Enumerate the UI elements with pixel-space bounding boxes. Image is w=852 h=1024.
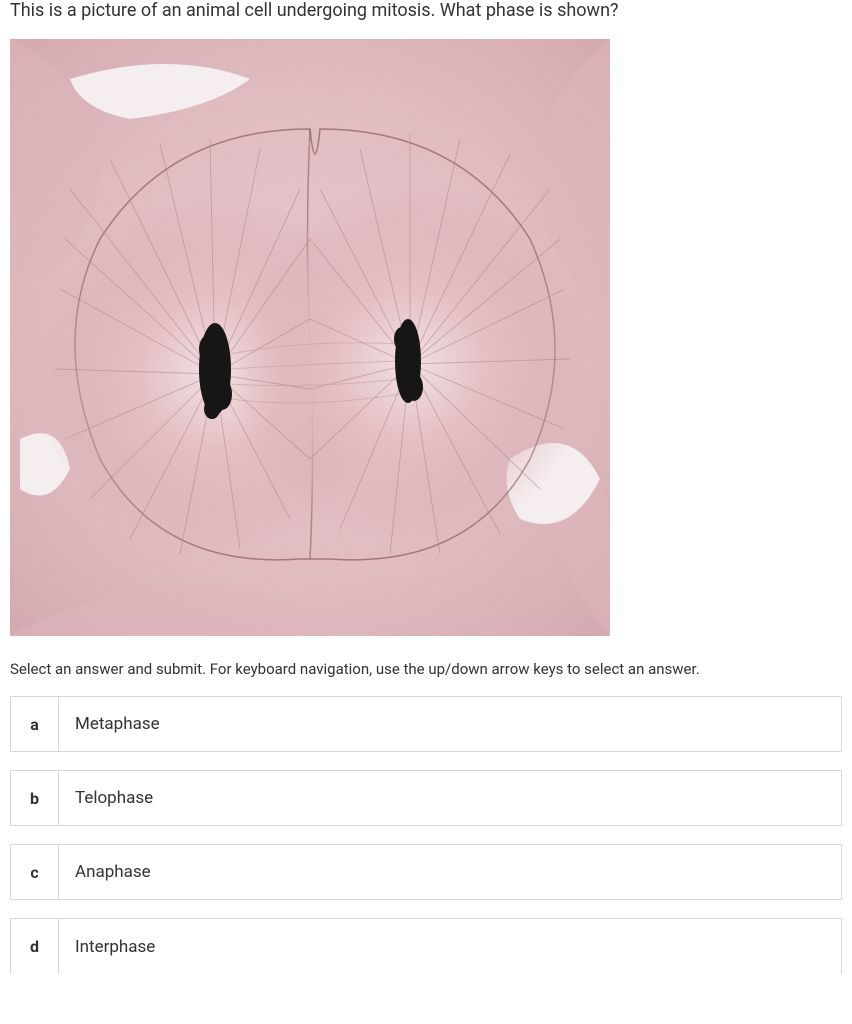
option-letter: b xyxy=(11,771,59,825)
option-b[interactable]: b Telophase xyxy=(10,770,842,826)
question-prompt: This is a picture of an animal cell unde… xyxy=(10,0,842,39)
answer-instruction: Select an answer and submit. For keyboar… xyxy=(10,660,842,678)
option-d[interactable]: d Interphase xyxy=(10,918,842,974)
option-label: Anaphase xyxy=(59,845,167,899)
option-a[interactable]: a Metaphase xyxy=(10,696,842,752)
option-letter: c xyxy=(11,845,59,899)
option-letter: d xyxy=(11,919,59,974)
option-letter: a xyxy=(11,697,59,751)
options-list: a Metaphase b Telophase c Anaphase d Int… xyxy=(10,696,842,974)
option-label: Metaphase xyxy=(59,697,176,751)
option-c[interactable]: c Anaphase xyxy=(10,844,842,900)
question-image xyxy=(10,39,610,636)
option-label: Telophase xyxy=(59,771,169,825)
option-label: Interphase xyxy=(59,919,171,974)
mitosis-illustration xyxy=(10,39,610,636)
